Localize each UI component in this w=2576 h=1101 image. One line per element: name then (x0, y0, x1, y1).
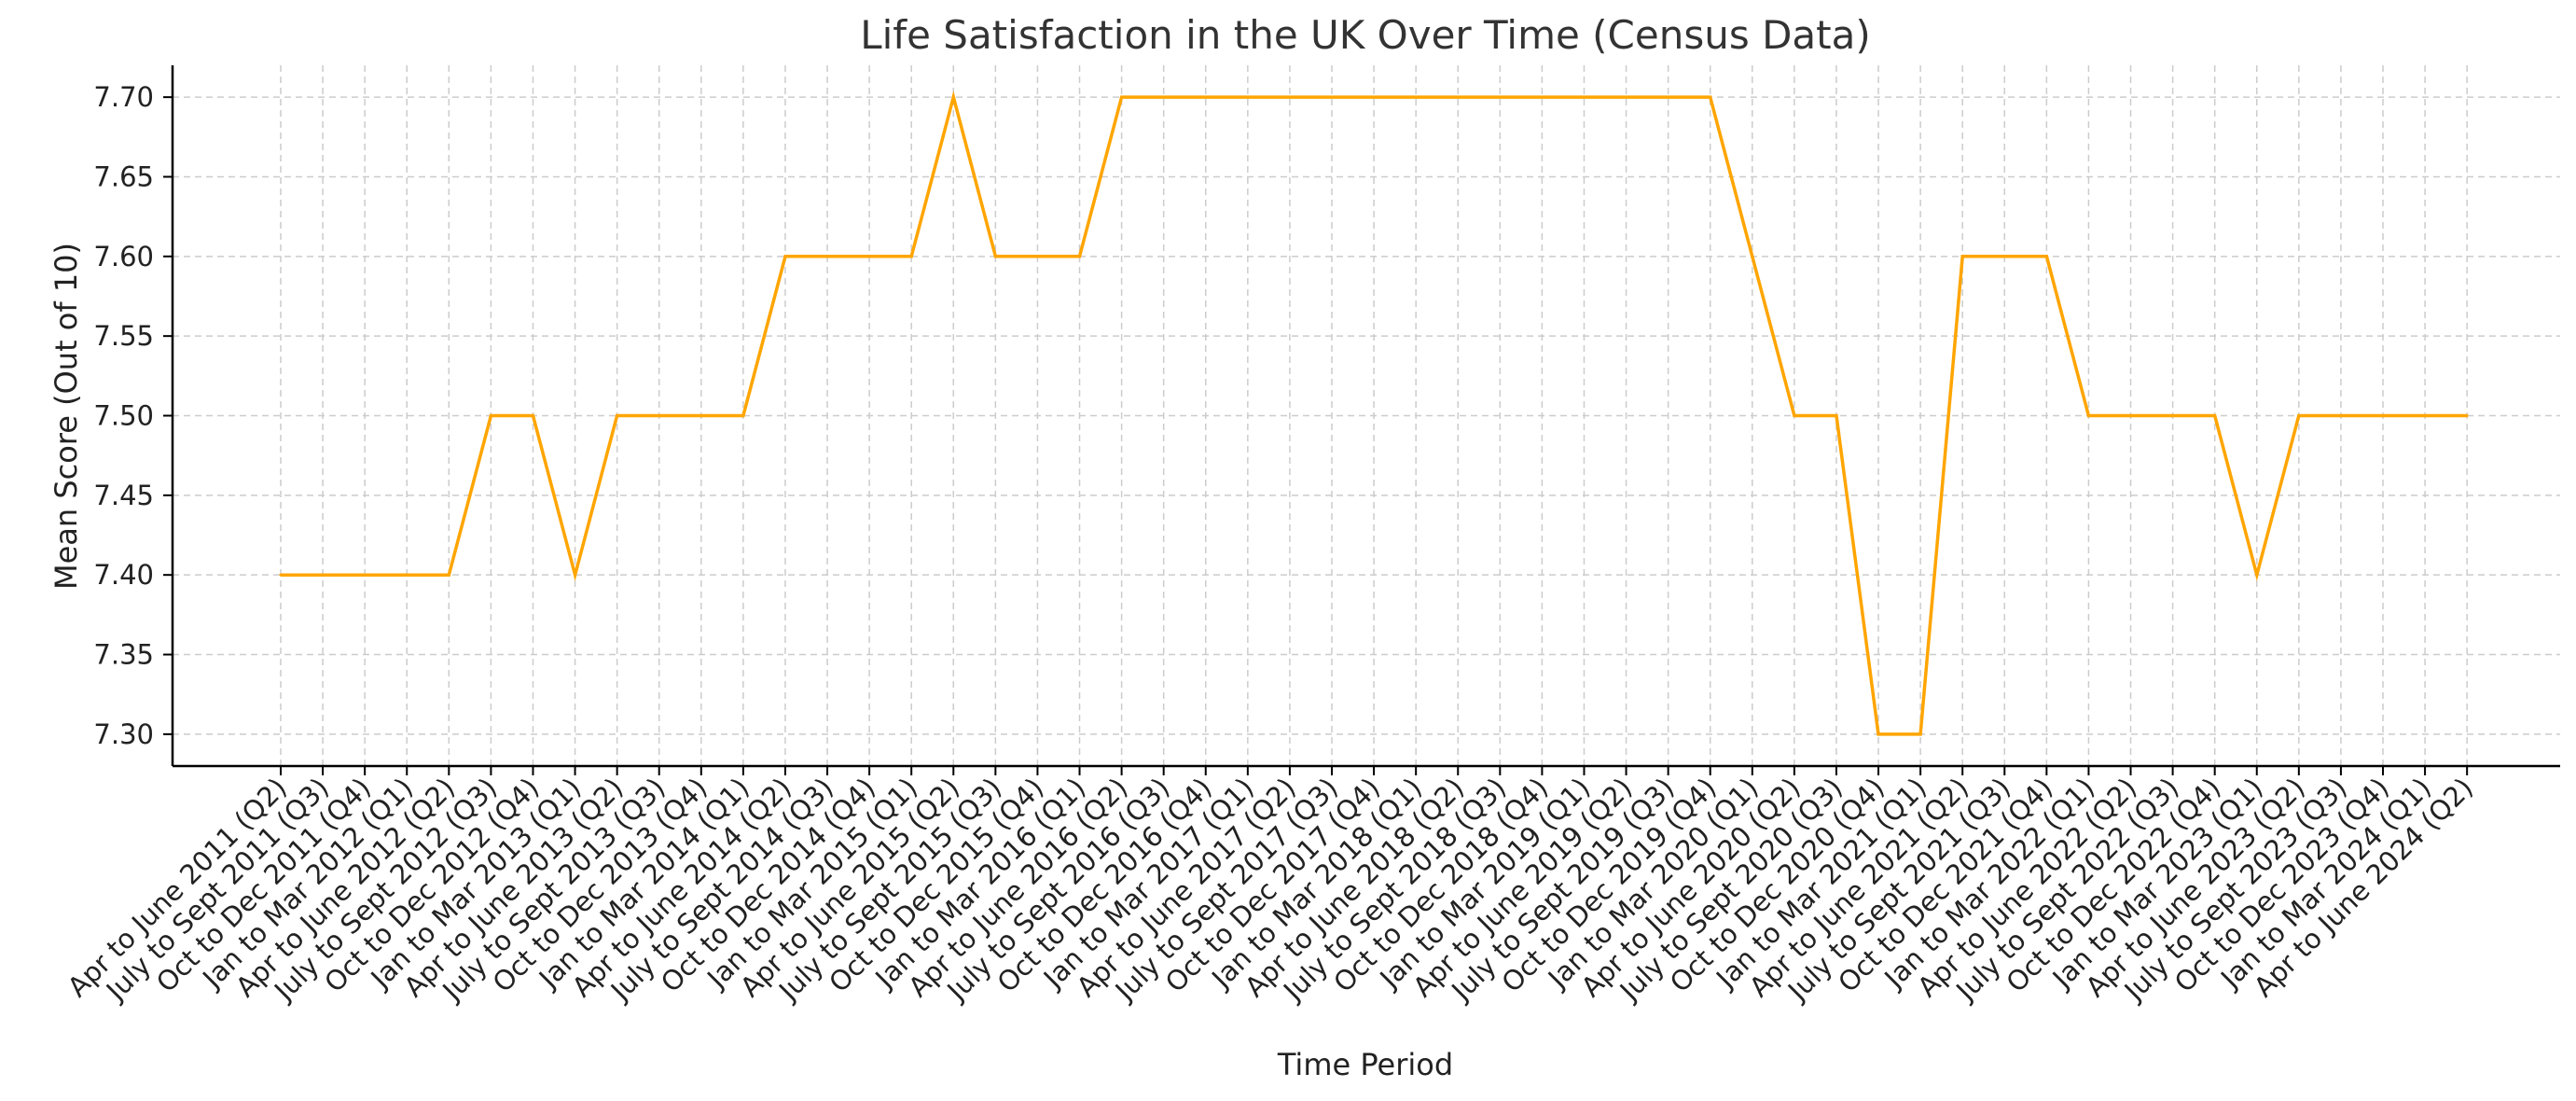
data-point (1793, 414, 1796, 417)
data-point (1582, 95, 1586, 99)
y-tick-label: 7.30 (93, 718, 154, 750)
data-point (741, 414, 745, 417)
data-point (1120, 95, 1124, 99)
y-tick-label: 7.60 (93, 241, 154, 272)
data-point (1246, 95, 1250, 99)
data-point (2297, 414, 2301, 417)
y-tick-label: 7.45 (93, 480, 154, 511)
data-point (2129, 414, 2133, 417)
x-axis-label: Time Period (1277, 1047, 1453, 1082)
data-point (2465, 414, 2469, 417)
y-ticks: 7.30 7.35 7.40 7.45 7.50 7.55 7.60 7.65 7.70 (93, 81, 173, 750)
data-point (447, 573, 450, 577)
data-point (1288, 95, 1292, 99)
data-point (2213, 414, 2217, 417)
data-point (279, 573, 283, 577)
data-point (405, 573, 409, 577)
data-point (825, 255, 829, 258)
data-point (1498, 95, 1502, 99)
data-point (658, 414, 661, 417)
y-axis-label: Mean Score (Out of 10) (48, 243, 84, 590)
data-point (574, 573, 577, 577)
data-point (1751, 255, 1754, 258)
y-tick-label: 7.50 (93, 400, 154, 432)
data-point (2423, 414, 2427, 417)
data-point (2255, 573, 2259, 577)
data-point (1162, 95, 1166, 99)
data-point (951, 95, 955, 99)
data-point (1035, 255, 1039, 258)
data-point (1835, 414, 1838, 417)
data-point (2381, 414, 2385, 417)
data-point (1918, 732, 1922, 736)
y-tick-label: 7.40 (93, 559, 154, 591)
data-point (1204, 95, 1208, 99)
y-tick-label: 7.35 (93, 639, 154, 671)
data-point (1667, 95, 1670, 99)
data-point (699, 414, 703, 417)
data-point (993, 255, 997, 258)
data-point (1877, 732, 1880, 736)
data-point (2086, 414, 2090, 417)
data-point (1960, 255, 1964, 258)
data-point (1456, 95, 1460, 99)
y-tick-label: 7.70 (93, 81, 154, 113)
data-point (783, 255, 787, 258)
data-point (2044, 255, 2048, 258)
data-point (1625, 95, 1628, 99)
data-point (1078, 255, 1082, 258)
data-point (321, 573, 325, 577)
data-point (867, 255, 871, 258)
data-point (909, 255, 913, 258)
data-point (1330, 95, 1334, 99)
data-point (531, 414, 534, 417)
chart-title: Life Satisfaction in the UK Over Time (C… (860, 12, 1871, 58)
data-point (616, 414, 619, 417)
data-point (489, 414, 492, 417)
data-point (1709, 95, 1712, 99)
series (279, 91, 2469, 736)
data-point (1372, 95, 1376, 99)
x-ticks: Apr to June 2011 (Q2)July to Sept 2011 (… (62, 766, 2479, 1008)
data-point (1414, 95, 1418, 99)
data-point (1540, 95, 1544, 99)
y-tick-label: 7.55 (93, 320, 154, 352)
data-point (2339, 414, 2343, 417)
data-point (2002, 255, 2006, 258)
data-point (363, 573, 367, 577)
data-point (2171, 414, 2175, 417)
y-tick-label: 7.65 (93, 160, 154, 192)
